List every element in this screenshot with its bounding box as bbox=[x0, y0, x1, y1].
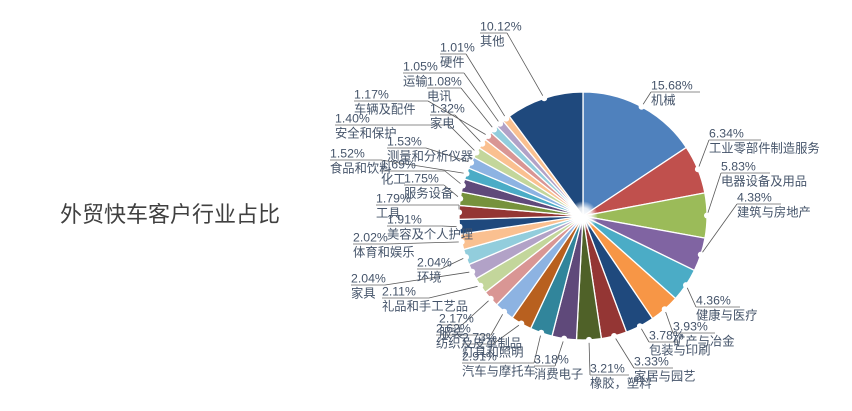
svg-text:1.52%: 1.52% bbox=[330, 147, 365, 161]
svg-text:电器设备及用品: 电器设备及用品 bbox=[721, 175, 807, 189]
svg-text:测量和分析仪器: 测量和分析仪器 bbox=[387, 150, 473, 164]
svg-text:汽车与摩托车: 汽车与摩托车 bbox=[462, 364, 536, 379]
svg-text:环境: 环境 bbox=[417, 270, 442, 285]
svg-text:1.08%: 1.08% bbox=[427, 75, 462, 89]
svg-text:礼品和手工艺品: 礼品和手工艺品 bbox=[382, 299, 468, 314]
svg-text:1.01%: 1.01% bbox=[440, 41, 475, 55]
svg-text:6.34%: 6.34% bbox=[709, 127, 744, 141]
svg-text:15.68%: 15.68% bbox=[651, 79, 693, 93]
svg-text:工具: 工具 bbox=[376, 207, 401, 221]
svg-text:4.36%: 4.36% bbox=[696, 294, 731, 308]
svg-text:安全和保护: 安全和保护 bbox=[335, 126, 397, 141]
svg-text:5.83%: 5.83% bbox=[721, 160, 756, 174]
svg-text:车辆及配件: 车辆及配件 bbox=[354, 102, 416, 117]
svg-text:家电: 家电 bbox=[430, 116, 455, 131]
svg-text:服务设备: 服务设备 bbox=[404, 186, 453, 201]
svg-text:家具: 家具 bbox=[351, 286, 376, 301]
svg-text:食品和饮料: 食品和饮料 bbox=[330, 161, 392, 176]
svg-text:3.21%: 3.21% bbox=[590, 362, 625, 376]
svg-text:1.17%: 1.17% bbox=[354, 88, 389, 102]
svg-text:2.04%: 2.04% bbox=[417, 256, 452, 270]
svg-text:服装: 服装 bbox=[439, 327, 464, 341]
svg-text:机械: 机械 bbox=[651, 93, 676, 108]
svg-text:10.12%: 10.12% bbox=[480, 20, 522, 34]
svg-text:1.75%: 1.75% bbox=[404, 172, 439, 186]
svg-text:3.33%: 3.33% bbox=[634, 355, 669, 369]
svg-text:2.17%: 2.17% bbox=[439, 312, 474, 326]
svg-text:体育和娱乐: 体育和娱乐 bbox=[353, 245, 415, 260]
svg-text:3.18%: 3.18% bbox=[534, 353, 569, 367]
svg-text:硬件: 硬件 bbox=[440, 56, 465, 70]
svg-text:消费电子: 消费电子 bbox=[534, 368, 583, 382]
svg-text:2.11%: 2.11% bbox=[382, 285, 416, 299]
svg-text:其他: 其他 bbox=[480, 35, 505, 49]
svg-text:2.02%: 2.02% bbox=[353, 231, 388, 245]
svg-text:运输: 运输 bbox=[403, 74, 428, 89]
svg-text:3.78%: 3.78% bbox=[649, 329, 684, 343]
svg-text:1.32%: 1.32% bbox=[430, 102, 465, 116]
svg-text:建筑与房地产: 建筑与房地产 bbox=[737, 205, 811, 220]
svg-text:橡胶，塑料: 橡胶，塑料 bbox=[590, 376, 652, 391]
svg-text:1.05%: 1.05% bbox=[403, 60, 438, 74]
svg-text:工业零部件制造服务: 工业零部件制造服务 bbox=[709, 141, 820, 156]
svg-text:4.38%: 4.38% bbox=[737, 191, 772, 205]
svg-text:电讯: 电讯 bbox=[427, 90, 452, 104]
svg-text:2.04%: 2.04% bbox=[351, 272, 386, 286]
